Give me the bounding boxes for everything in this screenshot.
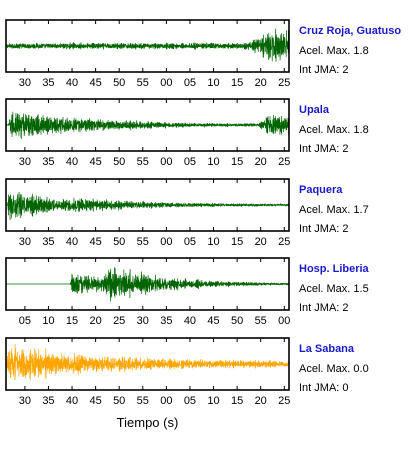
trace-3	[5, 192, 290, 221]
x-tick-label: 15	[231, 395, 243, 407]
x-tick-label: 55	[137, 395, 149, 407]
panel-frame	[5, 337, 290, 391]
x-tick-label: 50	[113, 156, 125, 168]
x-tick-label: 50	[113, 77, 125, 89]
x-tick-label: 25	[113, 315, 125, 327]
x-tick-label: 25	[278, 236, 290, 248]
x-tick-label: 35	[42, 156, 54, 168]
x-tick-label: 30	[137, 315, 149, 327]
x-tick-label: 00	[160, 77, 172, 89]
x-tick-label: 30	[19, 395, 31, 407]
x-tick-label: 55	[137, 236, 149, 248]
x-tick-label: 40	[66, 77, 78, 89]
x-tick-label: 00	[160, 156, 172, 168]
panel-4: 05 10 15 20 25 30 35 40 45 50 55 00 Hosp. Liberia Ace…	[5, 257, 370, 327]
x-tick-label: 40	[66, 236, 78, 248]
trace-5	[5, 343, 290, 381]
x-tick-label: 10	[207, 395, 219, 407]
x-tick-label: 45	[89, 77, 101, 89]
x-tick-label: 10	[207, 77, 219, 89]
trace-2	[5, 111, 290, 139]
x-tick-label: 00	[160, 395, 172, 407]
x-tick-label: 40	[66, 156, 78, 168]
x-tick-label: 55	[137, 77, 149, 89]
x-tick-label: 10	[42, 315, 54, 327]
x-tick-label: 45	[89, 236, 101, 248]
panel-2: 30 35 40 45 50 55 00 05 10 15 20 25 Upala Acel. Max. …	[5, 98, 369, 168]
x-tick-label: 50	[113, 395, 125, 407]
panel-frame	[5, 178, 290, 232]
x-tick-label: 45	[89, 395, 101, 407]
x-tick-label: 25	[278, 156, 290, 168]
trace-4	[6, 267, 290, 302]
x-tick-label: 35	[42, 236, 54, 248]
x-tick-label: 40	[66, 395, 78, 407]
panel-frame	[5, 19, 290, 73]
x-tick-label: 30	[19, 156, 31, 168]
max-acceleration: Acel. Max. 1.8	[299, 124, 369, 136]
station-name: Cruz Roja, Guatuso	[299, 25, 401, 37]
panel-frame	[5, 257, 290, 311]
jma-intensity: Int JMA: 0	[299, 382, 349, 394]
x-tick-label: 50	[231, 315, 243, 327]
x-axis-label: Tiempo (s)	[117, 415, 179, 430]
max-acceleration: Acel. Max. 1.8	[299, 45, 369, 57]
x-tick-label: 25	[278, 395, 290, 407]
jma-intensity: Int JMA: 2	[299, 223, 349, 235]
x-tick-label: 20	[89, 315, 101, 327]
x-tick-label: 05	[184, 156, 196, 168]
x-tick-label: 05	[184, 77, 196, 89]
x-tick-label: 45	[89, 156, 101, 168]
x-tick-label: 15	[231, 236, 243, 248]
x-tick-label: 15	[231, 77, 243, 89]
station-name: Paquera	[299, 184, 343, 196]
x-tick-label: 50	[113, 236, 125, 248]
x-tick-label: 15	[66, 315, 78, 327]
panel-3: 30 35 40 45 50 55 00 05 10 15 20 25 Paquera Acel. Max…	[5, 178, 369, 248]
x-tick-label: 15	[231, 156, 243, 168]
jma-intensity: Int JMA: 2	[299, 302, 349, 314]
station-name: Hosp. Liberia	[299, 263, 370, 275]
x-tick-label: 10	[207, 236, 219, 248]
max-acceleration: Acel. Max. 1.5	[299, 283, 369, 295]
panel-frame	[5, 98, 290, 152]
x-tick-label: 05	[19, 315, 31, 327]
x-tick-label: 20	[255, 77, 267, 89]
x-tick-label: 30	[19, 77, 31, 89]
station-name: Upala	[299, 104, 330, 116]
x-tick-label: 20	[255, 236, 267, 248]
x-tick-label: 40	[184, 315, 196, 327]
panel-1: 30 35 40 45 50 55 00 05 10 15 20 25 Cruz Roja, Guatu…	[5, 19, 401, 89]
x-tick-label: 00	[160, 236, 172, 248]
x-tick-label: 55	[137, 156, 149, 168]
x-tick-label: 00	[278, 315, 290, 327]
x-tick-label: 05	[184, 395, 196, 407]
x-tick-label: 35	[42, 77, 54, 89]
max-acceleration: Acel. Max. 0.0	[299, 363, 369, 375]
panel-5: 30 35 40 45 50 55 00 05 10 15 20 25 La Sabana Acel. M…	[5, 337, 369, 407]
max-acceleration: Acel. Max. 1.7	[299, 204, 369, 216]
x-tick-label: 10	[207, 156, 219, 168]
x-tick-label: 25	[278, 77, 290, 89]
jma-intensity: Int JMA: 2	[299, 143, 349, 155]
x-tick-label: 35	[42, 395, 54, 407]
x-tick-label: 45	[207, 315, 219, 327]
x-tick-label: 05	[184, 236, 196, 248]
x-tick-label: 35	[160, 315, 172, 327]
station-name: La Sabana	[299, 343, 355, 355]
jma-intensity: Int JMA: 2	[299, 64, 349, 76]
x-tick-label: 55	[255, 315, 267, 327]
x-tick-label: 20	[255, 395, 267, 407]
trace-1	[5, 28, 290, 62]
x-tick-label: 30	[19, 236, 31, 248]
x-tick-label: 20	[255, 156, 267, 168]
